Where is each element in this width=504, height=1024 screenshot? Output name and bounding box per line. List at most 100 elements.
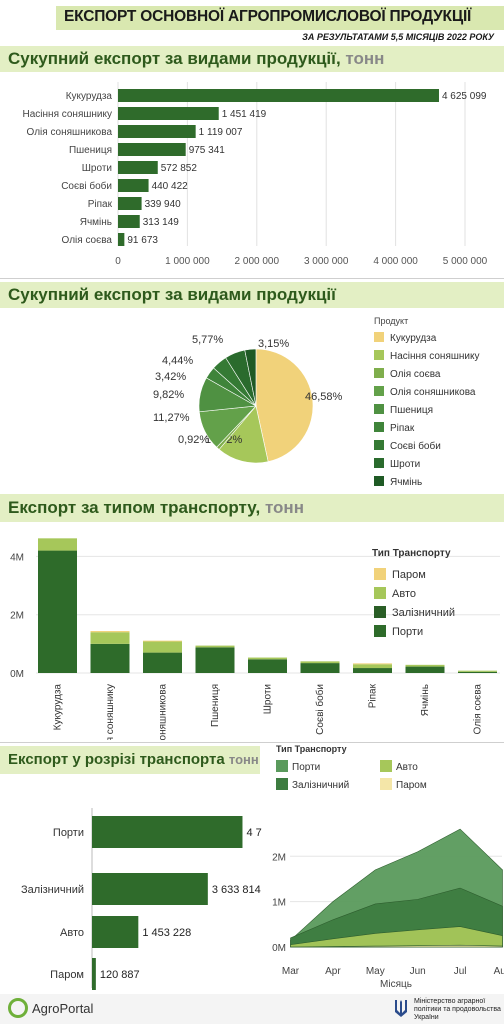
footer: AgroPortal Міністерство аграрної політик… — [0, 994, 504, 1024]
ministry-text: Міністерство аграрної політики та продов… — [414, 998, 501, 1021]
section4-unit: тонн — [228, 752, 259, 767]
data-label: 120 887 — [100, 969, 140, 981]
data-label: 313 149 — [143, 217, 180, 228]
page-header: ЕКСПОРТ ОСНОВНОЇ АГРОПРОМИСЛОВОЇ ПРОДУКЦ… — [0, 0, 504, 46]
category-label: Олія соєва — [62, 235, 113, 246]
stacked-bar-segment — [195, 647, 235, 673]
section1-band — [0, 46, 504, 72]
y-tick-label: 2M — [272, 852, 286, 863]
legend-swatch — [374, 368, 384, 378]
y-tick-label: 2M — [10, 611, 24, 622]
x-tick-label: 0 — [115, 256, 121, 267]
page-subtitle: ЗА РЕЗУЛЬТАТАМИ 5,5 МІСЯЦІВ 2022 РОКУ — [302, 32, 494, 42]
products-pie-chart: 46,58%14,62%0,92%11,27%9,82%3,42%4,44%5,… — [153, 316, 479, 488]
legend-label: Ячмінь — [390, 477, 422, 488]
area-series — [290, 926, 503, 948]
transport-area-chart: Тип Транспорту Порти Авто Залізничний Паром 0… — [272, 744, 504, 990]
stacked-bar-segment — [143, 652, 182, 673]
x-tick-label: Jun — [410, 966, 426, 977]
section2-band — [0, 282, 504, 308]
x-tick-label: 1 000 000 — [165, 256, 210, 267]
legend-swatch — [374, 386, 384, 396]
x-tick-label: 2 000 000 — [235, 256, 280, 267]
category-label: Залізничний — [21, 884, 84, 896]
x-tick-label: Aug — [494, 966, 504, 977]
category-label: Олія соняшникова — [27, 127, 113, 138]
trident-icon — [395, 1000, 407, 1017]
slice-label: 11,27% — [153, 412, 190, 424]
legend-swatch — [374, 625, 386, 637]
stacked-bar-segment — [353, 668, 392, 673]
bar — [118, 179, 149, 192]
y-tick-label: 4M — [10, 552, 24, 563]
stacked-bar-segment — [248, 657, 287, 660]
legend-label: Кукурудза — [390, 333, 437, 344]
legend-swatch — [374, 332, 384, 342]
stacked-bar-segment — [300, 663, 340, 673]
stacked-bar-segment — [405, 666, 445, 673]
stacked-bar-segment — [458, 670, 497, 672]
legend-swatch — [374, 458, 384, 468]
stacked-bar-segment — [458, 671, 497, 673]
slice-label: 9,82% — [153, 389, 184, 401]
transport-stacked-chart: 0M 2M 4M Кукурудза Насіння соняшнику Олія сон… — [10, 538, 500, 740]
legend-label: Авто — [392, 588, 416, 600]
legend-label: Паром — [392, 569, 426, 581]
y-tick-label: 1M — [272, 898, 286, 909]
bar — [118, 125, 196, 138]
legend-label: Ріпак — [390, 423, 415, 434]
title-band — [56, 6, 504, 30]
legend-swatch — [374, 606, 386, 618]
stacked-bar-segment — [38, 550, 77, 673]
category-label: Олія соєва — [473, 684, 484, 735]
legend-swatch — [374, 350, 384, 360]
divider — [0, 278, 504, 279]
category-label: Соєві боби — [61, 180, 112, 192]
category-label: Насіння соняшнику — [105, 684, 116, 740]
category-label: Насіння соняшнику — [23, 109, 112, 120]
section1-title-text: Сукупний експорт за видами продукції, — [8, 49, 341, 68]
category-label: Пшениця — [210, 684, 221, 727]
legend-title: Тип Транспорту — [276, 744, 347, 754]
data-label: 1 453 228 — [142, 927, 191, 939]
data-label: 440 422 — [152, 181, 189, 192]
data-label: 975 341 — [189, 145, 226, 156]
category-label: Пшениця — [69, 145, 112, 156]
bar — [92, 916, 139, 948]
section3-title: Експорт за типом транспорту, тонн — [8, 498, 304, 518]
ministry-logo: Міністерство аграрної політики та продов… — [394, 998, 504, 1022]
legend-swatch — [380, 760, 392, 772]
stacked-bar-segment — [300, 661, 340, 664]
data-label: 339 940 — [145, 199, 182, 210]
x-tick-label: Mar — [282, 966, 300, 977]
legend-label: Олія соняшникова — [390, 387, 476, 398]
data-label: 4 720 974 — [246, 827, 262, 839]
x-tick-label: Apr — [325, 966, 341, 977]
logo-icon — [8, 998, 28, 1018]
legend-swatch — [374, 440, 384, 450]
category-label: Шроти — [263, 684, 274, 714]
bar — [118, 89, 439, 102]
legend-label: Шроти — [390, 459, 420, 470]
agroportal-logo[interactable]: AgroPortal — [8, 998, 93, 1018]
category-label: Олія соняшникова — [158, 684, 169, 740]
legend-label: Порти — [392, 626, 423, 638]
category-label: Соєві боби — [314, 684, 326, 735]
x-tick-label: 3 000 000 — [304, 256, 349, 267]
x-tick-label: 4 000 000 — [373, 256, 418, 267]
bar — [118, 233, 125, 246]
bar — [118, 143, 186, 156]
category-label: Ріпак — [88, 199, 113, 210]
legend-label: Пшениця — [390, 405, 433, 416]
area-series — [290, 944, 503, 948]
section4-band — [0, 746, 260, 774]
legend-label: Залізничний — [292, 780, 349, 791]
x-tick-label: 5 000 000 — [443, 256, 488, 267]
legend-label: Порти — [292, 762, 320, 773]
section1-title: Сукупний експорт за видами продукції, то… — [8, 49, 384, 69]
section3-unit: тонн — [264, 498, 304, 517]
y-tick-label: 0M — [272, 943, 286, 954]
section1-unit: тонн — [345, 49, 385, 68]
category-label: Порти — [53, 827, 84, 839]
y-tick-label: 0M — [10, 669, 24, 680]
